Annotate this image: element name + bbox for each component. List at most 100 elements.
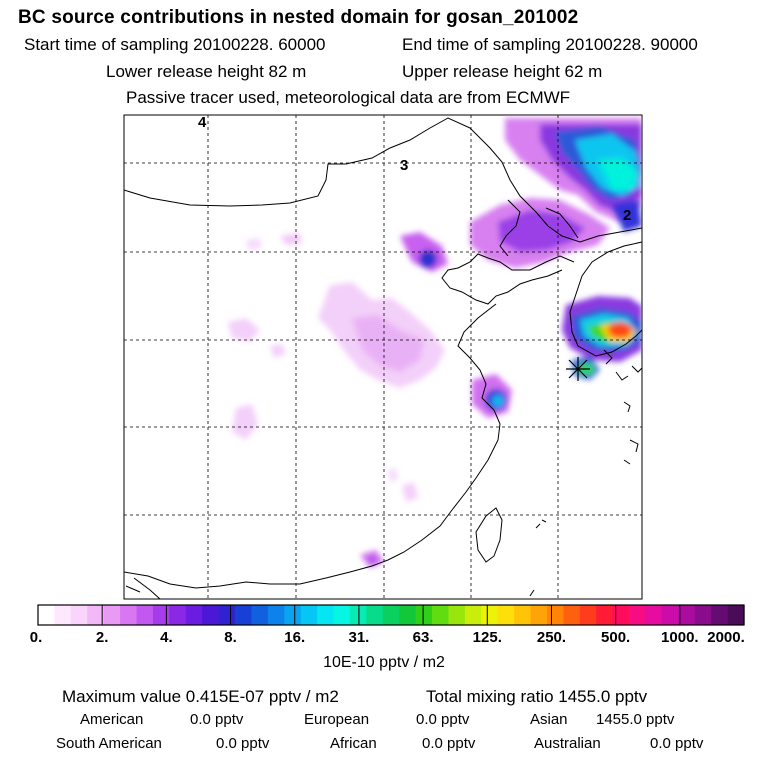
colorbar-swatch (497, 605, 515, 625)
colorbar-swatch (366, 605, 384, 625)
region-south-american-label: South American (56, 735, 162, 752)
plume-bohai-inner (498, 210, 585, 252)
colorbar-swatch (382, 605, 400, 625)
colorbar-swatch (596, 605, 614, 625)
colorbar-tick-label: 125. (472, 629, 502, 646)
colorbar-swatch (169, 605, 187, 625)
colorbar-swatch (300, 605, 318, 625)
northeast-border (469, 127, 642, 243)
region-asian-label: Asian (530, 711, 568, 728)
plume-korea-peak (608, 322, 632, 338)
colorbar-swatch (727, 605, 745, 625)
colorbar-swatch (399, 605, 417, 625)
map-panel: 4 3 2 (123, 114, 643, 600)
colorbar-tick-label: 2. (95, 629, 109, 646)
colorbar-swatch (678, 605, 696, 625)
region-american-label: American (80, 711, 144, 728)
total-mixing-ratio-text: Total mixing ratio 1455.0 pptv (426, 687, 648, 706)
coastlines (124, 117, 642, 599)
region-asian-value: 1455.0 pptv (596, 711, 675, 728)
lower-release-text: Lower release height 82 m (106, 62, 307, 81)
colorbar-swatch (317, 605, 335, 625)
colorbar-swatch (481, 605, 499, 625)
colorbar-swatch (70, 605, 88, 625)
colorbar-tick-label: 31. (348, 629, 370, 646)
colorbar-tick-label: 250. (536, 629, 567, 646)
colorbar-swatch (251, 605, 269, 625)
colorbar-swatch (514, 605, 532, 625)
colorbar-tick-label: 1000. (661, 629, 699, 646)
colorbar-swatch (612, 605, 630, 625)
mongolia-border (124, 117, 471, 207)
receptor-marker (566, 357, 590, 381)
grid-label-3: 3 (400, 157, 408, 174)
colorbar-swatch (661, 605, 679, 625)
plume-central-inner (352, 315, 424, 372)
colorbar-tick-label: 8. (224, 629, 237, 646)
colorbar-swatch (333, 605, 351, 625)
region-european-value: 0.0 pptv (416, 711, 470, 728)
colorbar-swatch (711, 605, 729, 625)
colorbar-swatch (87, 605, 105, 625)
tracer-note-text: Passive tracer used, meteorological data… (126, 88, 571, 107)
colorbar-swatch (645, 605, 663, 625)
region-australian-value: 0.0 pptv (650, 735, 704, 752)
colorbar-swatch (579, 605, 597, 625)
colorbar-swatch (448, 605, 466, 625)
colorbar-tick-label: 16. (284, 629, 306, 646)
colorbar-swatch (267, 605, 285, 625)
colorbar-swatch (185, 605, 203, 625)
concentration-field (228, 118, 642, 568)
plume-shanghai-core (492, 395, 504, 407)
colorbar-swatch (415, 605, 433, 625)
max-value-text: Maximum value 0.415E-07 pptv / m2 (62, 687, 339, 706)
colorbar-tick-label: 2000. (707, 629, 745, 646)
colorbar-unit: 10E-10 pptv / m2 (323, 654, 445, 671)
region-australian-label: Australian (534, 735, 601, 752)
region-african-label: African (330, 735, 377, 752)
china-coast (124, 303, 501, 589)
region-european-label: European (304, 711, 370, 728)
colorbar-tick-label: 0. (29, 629, 43, 646)
figure-title: BC source contributions in nested domain… (18, 7, 579, 28)
plume-west-spot (228, 318, 260, 342)
colorbar-frame (37, 604, 745, 626)
grid-label-4: 4 (198, 114, 207, 131)
colorbar-swatch (38, 605, 56, 625)
plume-southwest-spot (232, 404, 258, 440)
colorbar-swatch (152, 605, 170, 625)
colorbar-swatch (103, 605, 121, 625)
colorbar-swatch (120, 605, 138, 625)
korea-coast (569, 241, 642, 357)
colorbar-swatch (136, 605, 154, 625)
colorbar-swatch (629, 605, 647, 625)
plume-northeast-peak (598, 158, 638, 190)
graticule (124, 115, 642, 599)
region-american-value: 0.0 pptv (190, 711, 244, 728)
sampling-start-text: Start time of sampling 20100228. 60000 (24, 35, 326, 54)
colorbar-swatch (202, 605, 220, 625)
colorbar-swatch (54, 605, 72, 625)
colorbar-swatch (530, 605, 548, 625)
colorbar-swatch (546, 605, 564, 625)
colorbar (37, 604, 745, 626)
taiwan-outline (475, 507, 503, 563)
colorbar-swatch (563, 605, 581, 625)
bohai-coast (441, 253, 575, 305)
colorbar-swatch (432, 605, 450, 625)
grid-label-2: 2 (623, 207, 631, 224)
colorbar-tick-label: 4. (160, 629, 173, 646)
sampling-end-text: End time of sampling 20100228. 90000 (402, 35, 698, 54)
colorbar-swatch (235, 605, 253, 625)
region-african-value: 0.0 pptv (422, 735, 476, 752)
colorbar-swatch (218, 605, 236, 625)
colorbar-swatch (464, 605, 482, 625)
colorbar-swatch (284, 605, 302, 625)
colorbar-swatch (694, 605, 712, 625)
colorbar-tick-label: 63. (412, 629, 434, 646)
upper-release-text: Upper release height 62 m (402, 62, 603, 81)
plume-beijing-core (419, 250, 437, 268)
plume-coast-spot (612, 200, 642, 232)
region-south-american-value: 0.0 pptv (216, 735, 270, 752)
